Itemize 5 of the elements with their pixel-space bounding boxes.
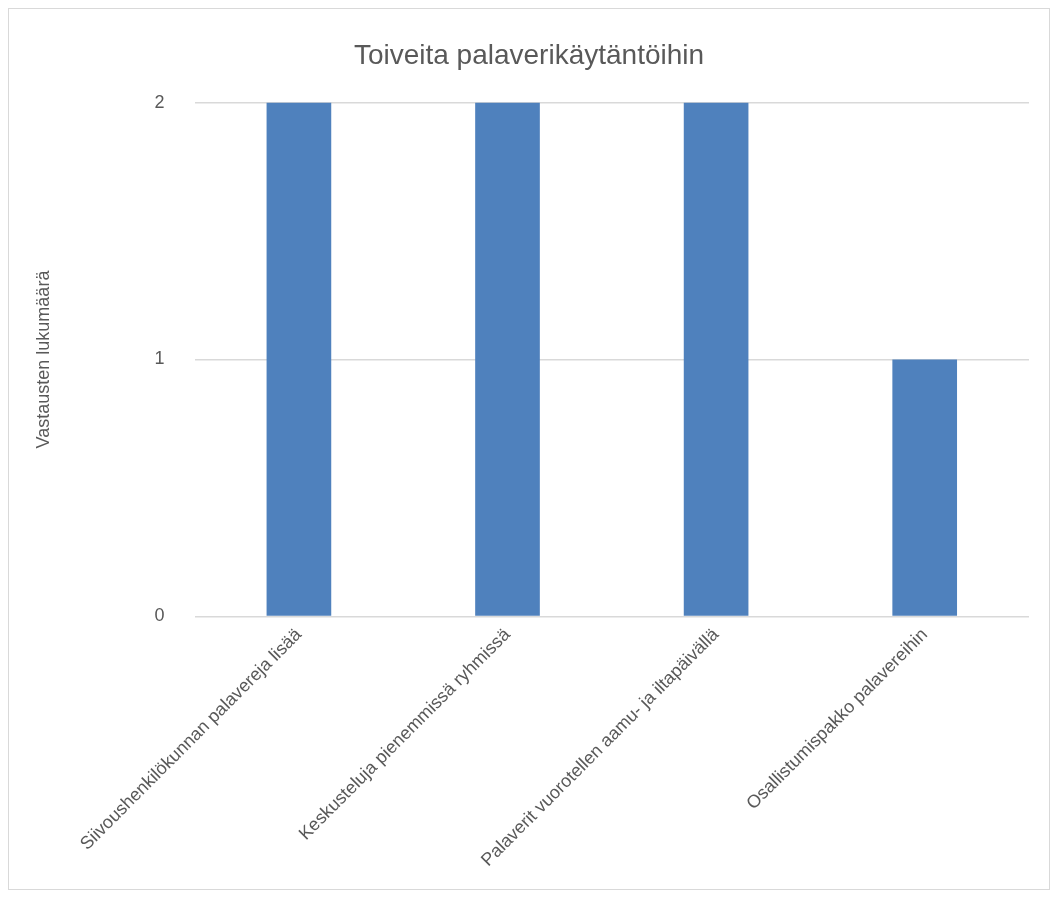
y-axis-title: Vastausten lukumäärä bbox=[32, 269, 53, 449]
chart-title: Toiveita palaverikäytäntöihin bbox=[353, 38, 705, 70]
y-tick-label: 0 bbox=[154, 605, 165, 626]
y-tick-label: 1 bbox=[154, 348, 165, 369]
y-tick-label: 2 bbox=[154, 91, 165, 112]
